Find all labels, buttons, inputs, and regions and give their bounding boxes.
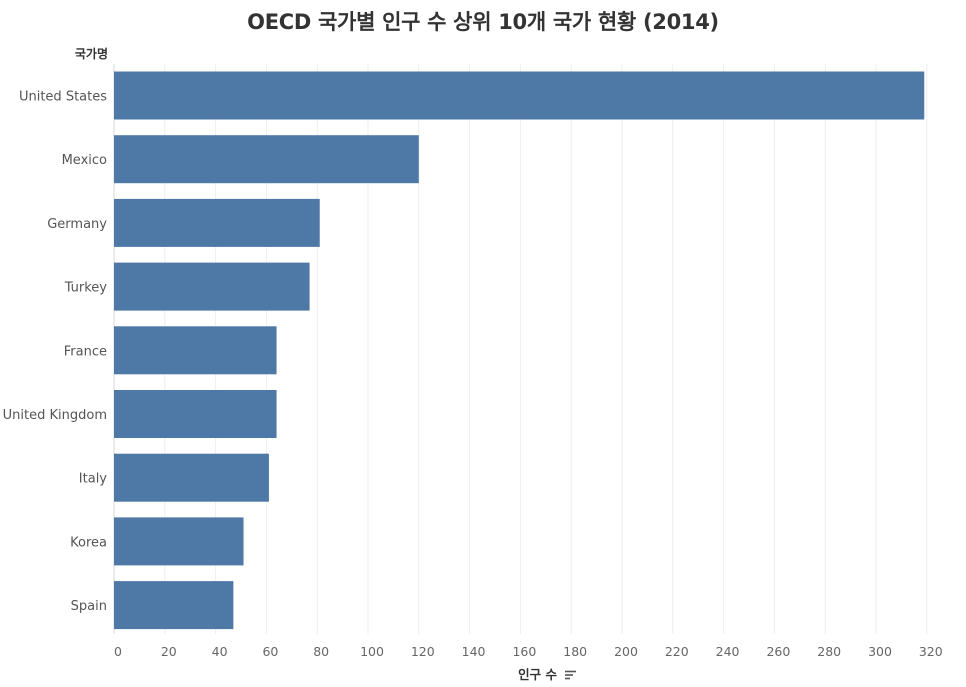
category-labels: United States Mexico Germany Turkey France Un… <box>3 90 108 615</box>
category-label: Italy <box>79 472 108 487</box>
x-tick-label: 20 <box>161 644 177 659</box>
x-tick-label: 240 <box>716 644 740 659</box>
x-tick-label: 0 <box>114 644 122 659</box>
bar-korea[interactable] <box>114 517 244 566</box>
bar-germany[interactable] <box>114 198 320 247</box>
x-tick-label: 220 <box>665 644 689 659</box>
x-tick-label: 40 <box>212 644 228 659</box>
x-tick-label: 100 <box>360 644 384 659</box>
x-tick-label: 300 <box>868 644 892 659</box>
category-label: France <box>64 344 107 359</box>
bar-united-kingdom[interactable] <box>114 390 277 438</box>
x-tick-label: 120 <box>411 644 435 659</box>
x-tick-label: 160 <box>512 644 536 659</box>
chart-title: OECD 국가별 인구 수 상위 10개 국가 현황 (2014) <box>247 10 719 34</box>
y-axis-title: 국가명 <box>75 46 108 61</box>
bar-united-states[interactable] <box>114 71 925 120</box>
bar-mexico[interactable] <box>114 135 419 184</box>
x-tick-label: 280 <box>817 644 841 659</box>
category-label: Spain <box>71 599 107 614</box>
x-tick-label: 80 <box>313 644 329 659</box>
category-label: United States <box>19 90 107 105</box>
category-label: Korea <box>70 535 107 550</box>
x-tick-label: 60 <box>262 644 278 659</box>
category-label: United Kingdom <box>3 408 107 423</box>
x-tick-label: 320 <box>919 644 943 659</box>
bars <box>114 71 925 630</box>
sort-descending-icon[interactable] <box>565 670 576 680</box>
x-axis-title: 인구 수 <box>518 667 557 682</box>
bar-turkey[interactable] <box>114 262 310 311</box>
x-tick-label: 200 <box>614 644 638 659</box>
category-label: Mexico <box>62 153 107 168</box>
x-tick-label: 140 <box>462 644 486 659</box>
bar-spain[interactable] <box>114 581 234 630</box>
category-label: Turkey <box>64 281 108 296</box>
x-axis-ticks: 0 20 40 60 80 100 120 140 160 180 200 220 240 260 280 3… <box>114 644 943 659</box>
x-tick-label: 260 <box>766 644 790 659</box>
x-tick-label: 180 <box>563 644 587 659</box>
category-label: Germany <box>47 217 107 232</box>
bar-italy[interactable] <box>114 453 269 502</box>
bar-france[interactable] <box>114 326 277 375</box>
